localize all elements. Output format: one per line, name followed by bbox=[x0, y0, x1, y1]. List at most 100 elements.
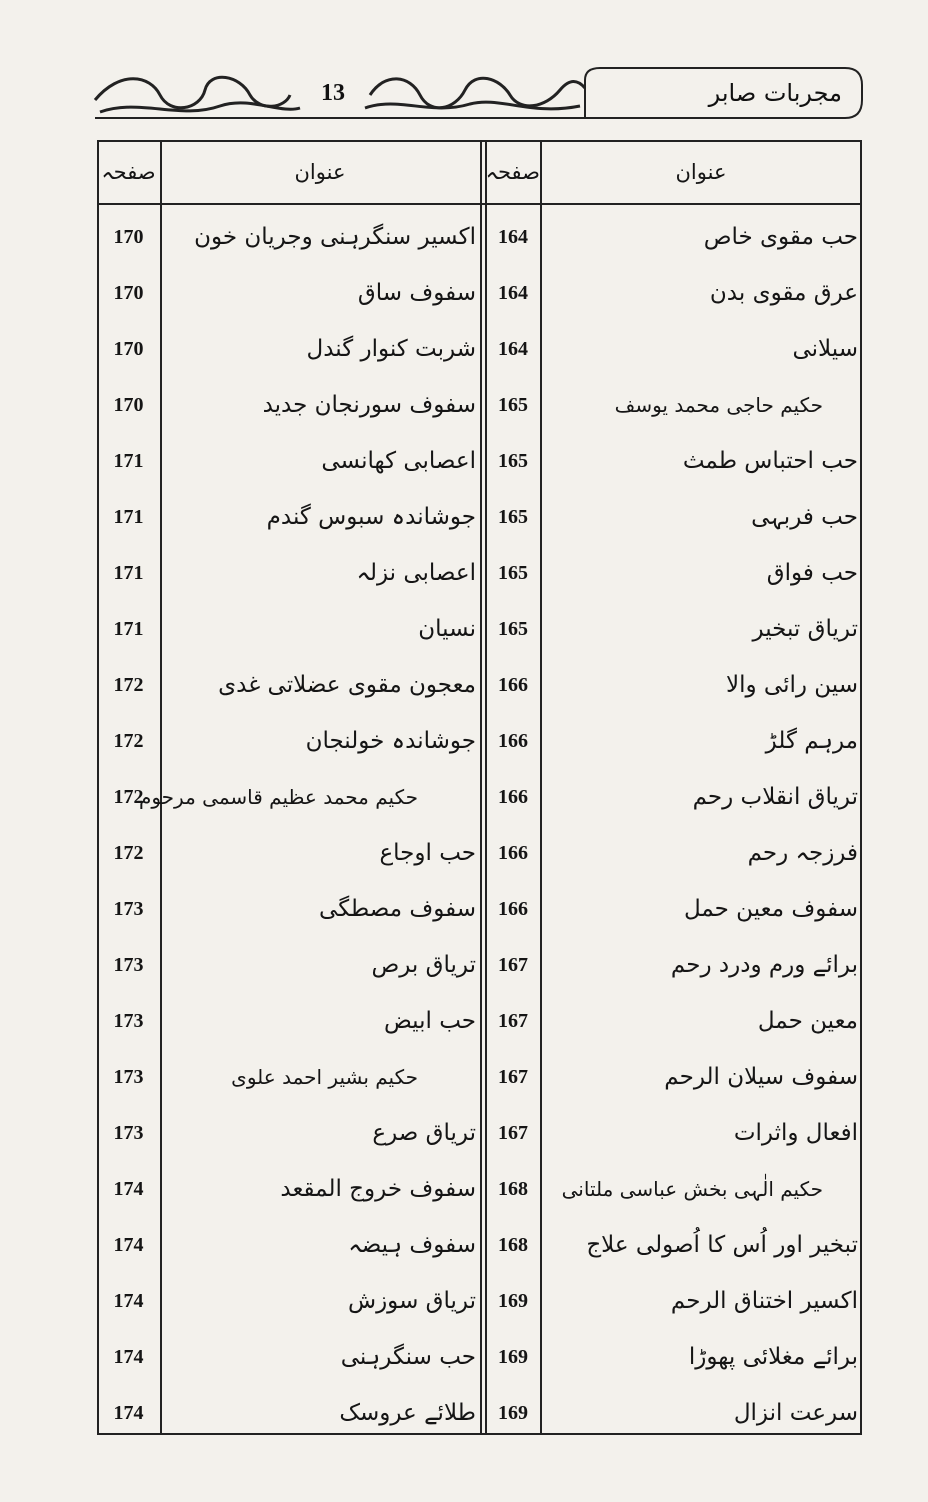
entry-title: سفوف ساق bbox=[357, 280, 476, 306]
entry-title: معجون مقوی عضلاتی غدی bbox=[218, 672, 476, 698]
entry-title: تریاق سوزش bbox=[348, 1288, 476, 1314]
entry-title: اعصابی نزلہ bbox=[356, 560, 476, 586]
header-ornament: 13 مجربات صابر bbox=[93, 67, 863, 119]
column-header: صفحہ bbox=[485, 160, 540, 184]
entry-page: 164 bbox=[498, 282, 528, 304]
entry-title: تریاق انقلاب رحم bbox=[692, 784, 858, 810]
entry-page: 167 bbox=[498, 1066, 528, 1088]
entry-page: 165 bbox=[498, 394, 528, 416]
column-header: عنوان bbox=[294, 160, 346, 184]
column-rule bbox=[480, 140, 482, 1435]
entry-page: 174 bbox=[113, 1178, 144, 1200]
entry-page: 166 bbox=[498, 730, 528, 752]
entry-page: 174 bbox=[113, 1290, 144, 1312]
entry-title: تریاق صرع bbox=[372, 1120, 476, 1146]
entry-page: 167 bbox=[498, 954, 528, 976]
entry-title: سفوف سیلان الرحم bbox=[664, 1064, 858, 1090]
entry-page: 166 bbox=[498, 674, 528, 696]
entry-page: 173 bbox=[113, 1066, 144, 1088]
entry-title: جوشاندہ سبوس گندم bbox=[266, 504, 476, 530]
column-header: عنوان bbox=[675, 160, 727, 184]
entry-page: 169 bbox=[498, 1346, 528, 1368]
entry-title: فرزجہ رحم bbox=[747, 840, 858, 866]
entry-title: معین حمل bbox=[757, 1008, 858, 1034]
entry-page: 173 bbox=[113, 1122, 144, 1144]
entry-title: حب احتباس طمث bbox=[682, 448, 858, 474]
entry-page: 169 bbox=[498, 1290, 528, 1312]
entry-title: عرق مقوی بدن bbox=[709, 280, 858, 306]
entry-title: سفوف خروج المقعد bbox=[280, 1176, 476, 1202]
entry-title: سیلانی bbox=[792, 336, 858, 362]
entry-page: 171 bbox=[113, 562, 144, 584]
entry-title: جوشاندہ خولنجان bbox=[305, 728, 476, 754]
section-heading: حکیم حاجی محمد یوسف bbox=[614, 393, 823, 417]
entry-title: تبخیر اور اُس کا اُصولی علاج bbox=[586, 1232, 858, 1258]
entry-title: سفوف ہیضہ bbox=[348, 1232, 476, 1258]
entry-page: 165 bbox=[498, 506, 528, 528]
page-number: 13 bbox=[321, 80, 345, 106]
entry-title: اکسیر اختناق الرحم bbox=[670, 1288, 858, 1314]
entry-page: 170 bbox=[113, 282, 144, 304]
entry-page: 169 bbox=[498, 1402, 528, 1424]
entry-title: برائے ورم ودرد رحم bbox=[670, 952, 858, 978]
entry-page: 168 bbox=[498, 1178, 528, 1200]
entry-page: 170 bbox=[113, 394, 144, 416]
column-rule bbox=[540, 140, 542, 1435]
entry-page: 167 bbox=[498, 1122, 528, 1144]
entry-title: نسیان bbox=[418, 616, 476, 642]
entry-page: 170 bbox=[113, 226, 144, 248]
entry-title: شربت کنوار گندل bbox=[306, 336, 476, 362]
entry-page: 174 bbox=[113, 1346, 144, 1368]
header-rule bbox=[97, 203, 862, 205]
entry-page: 170 bbox=[113, 338, 144, 360]
entry-page: 171 bbox=[113, 450, 144, 472]
column-rule bbox=[485, 140, 487, 1435]
entry-page: 171 bbox=[113, 506, 144, 528]
entry-title: حب مقوی خاص bbox=[703, 224, 858, 250]
entry-title: اکسیر سنگرہنی وجریان خون bbox=[194, 224, 476, 250]
entry-title: سفوف سورنجان جدید bbox=[262, 392, 476, 418]
entry-title: حب فربہی bbox=[751, 504, 858, 530]
entry-title: سفوف مصطگی bbox=[319, 896, 476, 922]
book-title: مجربات صابر bbox=[708, 79, 842, 107]
entry-title: تریاق تبخیر bbox=[752, 616, 858, 642]
entry-title: اعصابی کھانسی bbox=[321, 448, 476, 474]
entry-page: 173 bbox=[113, 898, 144, 920]
entry-page: 168 bbox=[498, 1234, 528, 1256]
entry-page: 173 bbox=[113, 1010, 144, 1032]
entry-page: 165 bbox=[498, 562, 528, 584]
section-heading: حکیم بشیر احمد علوی bbox=[231, 1065, 418, 1089]
entry-page: 172 bbox=[113, 730, 144, 752]
entry-page: 174 bbox=[113, 1402, 144, 1424]
entry-page: 166 bbox=[498, 842, 528, 864]
entry-page: 167 bbox=[498, 1010, 528, 1032]
entry-page: 171 bbox=[113, 618, 144, 640]
entry-page: 166 bbox=[498, 786, 528, 808]
entry-title: تریاق برص bbox=[371, 952, 476, 978]
column-header: صفحہ bbox=[101, 160, 156, 184]
entry-page: 172 bbox=[113, 842, 144, 864]
entry-title: طلائے عروسک bbox=[339, 1400, 476, 1426]
entry-page: 164 bbox=[498, 338, 528, 360]
entry-page: 164 bbox=[498, 226, 528, 248]
entry-title: حب ابیض bbox=[383, 1008, 476, 1034]
entry-page: 165 bbox=[498, 618, 528, 640]
entry-title: سفوف معین حمل bbox=[683, 896, 858, 922]
column-rule bbox=[160, 140, 162, 1435]
entry-title: سین رائی والا bbox=[725, 672, 858, 698]
entry-page: 172 bbox=[113, 674, 144, 696]
table-frame bbox=[97, 140, 862, 1435]
entry-page: 174 bbox=[113, 1234, 144, 1256]
entry-page: 172 bbox=[113, 786, 144, 808]
entry-title: مرہم گلڑ bbox=[765, 728, 858, 754]
entry-title: سرعت انزال bbox=[733, 1400, 858, 1426]
entry-title: برائے مغلائی پھوڑا bbox=[688, 1344, 858, 1370]
entry-page: 173 bbox=[113, 954, 144, 976]
entry-page: 166 bbox=[498, 898, 528, 920]
entry-title: حب اوجاع bbox=[379, 840, 476, 866]
entry-title: افعال واثرات bbox=[733, 1120, 858, 1146]
section-heading: حکیم محمد عظیم قاسمی مرحوم bbox=[138, 785, 418, 809]
section-heading: حکیم الٰہی بخش عباسی ملتانی bbox=[561, 1177, 823, 1201]
